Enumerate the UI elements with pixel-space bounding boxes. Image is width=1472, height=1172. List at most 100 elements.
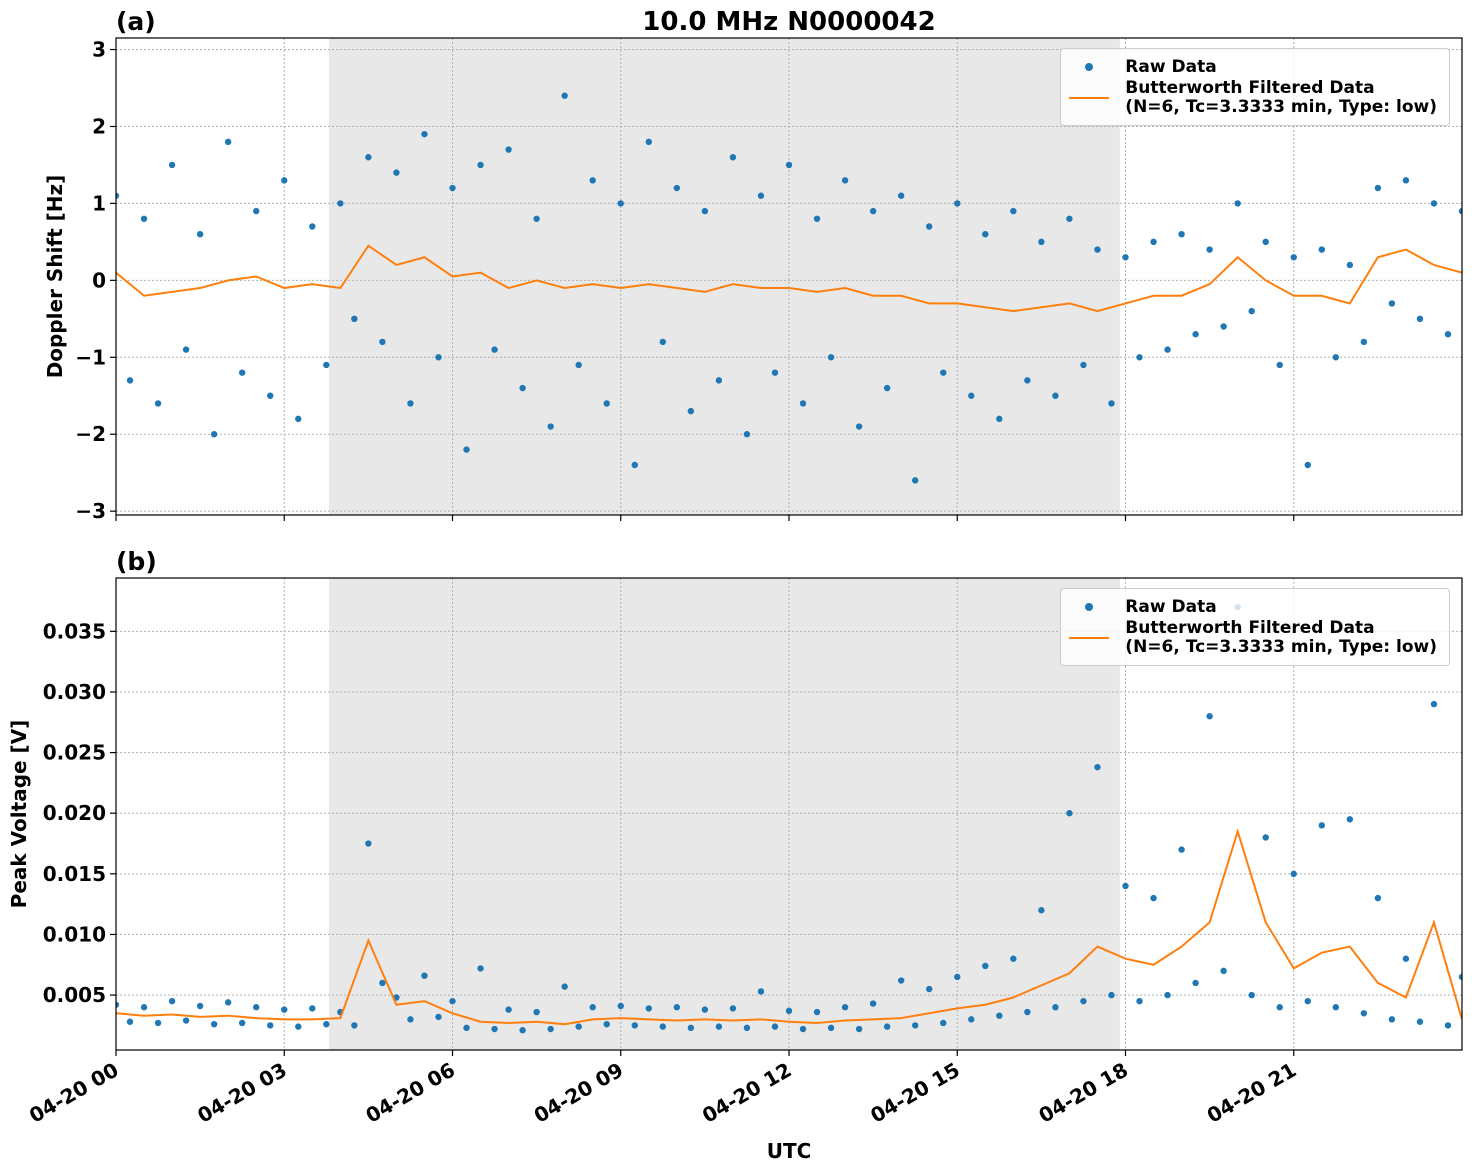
raw-point [1220, 967, 1227, 975]
raw-point [883, 384, 891, 392]
raw-point [449, 997, 456, 1005]
raw-point [827, 354, 835, 361]
raw-point [1178, 230, 1185, 238]
raw-point [140, 215, 148, 222]
raw-point [575, 1023, 582, 1030]
raw-point [926, 223, 933, 230]
raw-point [1094, 246, 1101, 253]
raw-point [813, 215, 821, 222]
raw-point [1038, 907, 1045, 914]
raw-point [1416, 1018, 1424, 1025]
raw-point [421, 972, 428, 979]
shaded-span [329, 38, 1120, 515]
raw-point [561, 92, 568, 99]
raw-point [1192, 979, 1199, 987]
raw-point [1388, 1016, 1396, 1023]
raw-point [1430, 200, 1438, 207]
raw-point [116, 1001, 120, 1008]
raw-point [1290, 254, 1297, 261]
raw-point [996, 415, 1003, 423]
y-tick-label: 0.035 [43, 619, 106, 643]
raw-point [210, 431, 218, 438]
raw-point [940, 1019, 947, 1027]
raw-point [1010, 207, 1017, 215]
legend-label: Butterworth Filtered Data (N=6, Tc=3.333… [1125, 78, 1437, 117]
raw-point [1262, 834, 1269, 841]
raw-point [505, 146, 512, 153]
raw-point [393, 169, 400, 176]
raw-point [1164, 346, 1171, 353]
raw-point [407, 400, 414, 407]
raw-point [1374, 184, 1382, 192]
raw-point [1304, 461, 1311, 469]
raw-point [1108, 400, 1115, 407]
raw-point [1024, 1008, 1031, 1016]
raw-point [911, 1022, 919, 1029]
raw-point [238, 1019, 246, 1027]
legend-item: Raw Data [1069, 57, 1437, 77]
raw-point [1080, 997, 1087, 1005]
raw-point [1318, 822, 1325, 829]
x-tick-label: 04-20 15 [866, 1058, 964, 1128]
y-tick-label: 0.010 [43, 922, 106, 946]
raw-point [982, 230, 989, 238]
raw-point [126, 1018, 134, 1025]
raw-point [1444, 1022, 1452, 1029]
raw-point [1402, 177, 1410, 184]
x-tick-label: 04-20 12 [698, 1058, 796, 1128]
raw-point [589, 177, 596, 184]
raw-point [701, 1006, 709, 1013]
y-tick-label: 0.005 [43, 983, 106, 1007]
y-tick-label: 0.020 [43, 801, 106, 825]
raw-point [631, 461, 638, 469]
y-tick-label: −2 [75, 422, 106, 446]
raw-point [855, 1025, 863, 1033]
panel-label: (a) [116, 7, 156, 36]
raw-point [309, 1005, 316, 1012]
raw-point [1080, 361, 1087, 369]
chart-title: 10.0 MHz N0000042 [642, 7, 935, 37]
raw-point [799, 400, 807, 407]
raw-point [1066, 810, 1073, 817]
raw-point [1304, 997, 1311, 1005]
raw-point [954, 200, 961, 207]
raw-point [743, 1024, 751, 1032]
y-axis-label: Doppler Shift [Hz] [43, 175, 67, 379]
raw-point [210, 1020, 218, 1028]
raw-point [309, 223, 316, 230]
raw-point [379, 979, 386, 987]
raw-point [968, 1016, 975, 1023]
x-tick-label: 04-20 09 [530, 1058, 628, 1128]
x-tick-label: 04-20 21 [1203, 1058, 1301, 1128]
plot-frame [115, 577, 1463, 1051]
raw-point [968, 392, 975, 399]
raw-point [1430, 700, 1438, 708]
filtered-line [116, 244, 1462, 313]
raw-point [841, 1004, 849, 1011]
raw-point [449, 184, 456, 192]
raw-point [785, 161, 793, 169]
raw-point [1262, 238, 1269, 246]
raw-point [673, 1004, 681, 1011]
raw-point [365, 154, 372, 161]
raw-point [351, 1022, 358, 1029]
raw-point [589, 1004, 596, 1011]
x-axis-label: UTC [767, 1139, 812, 1163]
raw-point [996, 1012, 1003, 1019]
raw-point [1276, 361, 1283, 369]
raw-point [182, 346, 190, 353]
legend-key [1069, 628, 1110, 648]
raw-point [1360, 1010, 1368, 1017]
raw-point [1136, 354, 1143, 361]
raw-point [1206, 246, 1213, 253]
raw-point [1360, 338, 1368, 346]
raw-point [1332, 1004, 1340, 1011]
raw-point [379, 338, 386, 346]
raw-point [687, 1024, 695, 1032]
raw-point [1234, 200, 1241, 207]
legend-label: Raw Data [1125, 596, 1217, 617]
raw-point [715, 1023, 723, 1030]
raw-point [116, 192, 120, 199]
legend-marker [1069, 637, 1110, 639]
